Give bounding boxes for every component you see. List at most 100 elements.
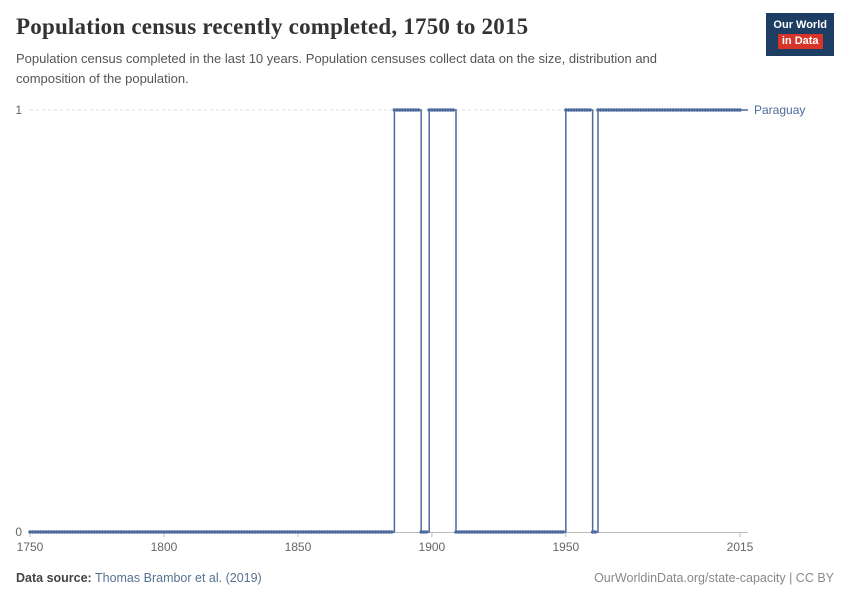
data-point [499, 530, 504, 534]
data-point [376, 530, 381, 534]
data-point [266, 530, 271, 534]
data-point [373, 530, 378, 534]
data-point [261, 530, 265, 534]
data-point [231, 530, 236, 534]
data-point [698, 108, 702, 112]
data-point [119, 530, 123, 534]
data-point [427, 108, 431, 112]
data-point [665, 108, 670, 112]
data-point [403, 108, 407, 112]
data-point [122, 530, 126, 534]
data-point [735, 108, 740, 112]
data-point [194, 530, 198, 534]
data-point [213, 530, 217, 534]
data-point [365, 530, 370, 534]
x-tick-label: 1850 [285, 540, 312, 554]
data-point [218, 530, 222, 534]
footer-credit-link[interactable]: OurWorldinData.org/state-capacity | CC B… [594, 571, 834, 585]
data-point [593, 530, 598, 534]
data-point [242, 530, 247, 534]
data-point [550, 530, 555, 534]
data-point [631, 108, 635, 112]
data-point [140, 530, 145, 534]
data-point [438, 108, 442, 112]
data-point [234, 530, 239, 534]
data-point [381, 530, 386, 534]
y-tick-label: 0 [15, 525, 22, 539]
data-point [644, 108, 648, 112]
data-point [52, 530, 56, 534]
data-point [167, 530, 172, 534]
data-point [515, 530, 520, 534]
data-point [467, 530, 472, 534]
data-point [130, 530, 134, 534]
data-point [582, 108, 587, 112]
data-source: Data source: Thomas Brambor et al. (2019… [16, 571, 262, 585]
data-point [478, 530, 482, 534]
data-point [676, 108, 681, 112]
data-point [159, 530, 163, 534]
data-point [502, 530, 506, 534]
data-point [328, 530, 332, 534]
data-point [636, 108, 640, 112]
data-point [178, 530, 182, 534]
data-point [633, 108, 638, 112]
page-title: Population census recently completed, 17… [16, 14, 529, 39]
data-point [690, 108, 694, 112]
data-source-link[interactable]: Thomas Brambor et al. (2019) [94, 571, 262, 585]
data-point [124, 530, 129, 534]
data-point [657, 108, 662, 112]
data-point [65, 530, 70, 534]
data-point [111, 530, 115, 534]
data-point [510, 530, 514, 534]
data-point [76, 530, 80, 534]
data-point [341, 530, 346, 534]
data-point [663, 108, 667, 112]
data-point [47, 530, 51, 534]
data-point [687, 108, 691, 112]
x-tick-label: 1900 [419, 540, 446, 554]
data-point [33, 530, 38, 534]
series-label-paraguay[interactable]: Paraguay [754, 103, 805, 117]
data-point [473, 530, 477, 534]
data-point [323, 530, 327, 534]
data-point [542, 530, 547, 534]
series-line-paraguay [30, 109, 748, 533]
data-point [392, 108, 397, 112]
data-point [545, 530, 549, 534]
data-point [81, 530, 86, 534]
data-point [264, 530, 268, 534]
data-point [732, 108, 737, 112]
data-source-label: Data source: [16, 571, 92, 585]
data-point [724, 108, 729, 112]
data-point [596, 108, 600, 112]
data-point [609, 108, 614, 112]
data-point [237, 530, 241, 534]
data-point [146, 530, 150, 534]
data-point [639, 108, 643, 112]
data-point [55, 530, 59, 534]
data-point [239, 530, 244, 534]
data-point [671, 108, 675, 112]
data-point [298, 530, 303, 534]
data-point [151, 530, 155, 534]
data-point [706, 108, 710, 112]
data-point [349, 530, 354, 534]
data-point [730, 108, 734, 112]
data-point [306, 530, 311, 534]
data-point [170, 530, 174, 534]
chart-canvas: 0 1 1750 1800 1850 1900 1950 2015 Paraguay [15, 103, 805, 554]
page-subtitle: Population census completed in the last … [16, 51, 658, 86]
data-point [97, 530, 102, 534]
data-point [700, 108, 705, 112]
data-point [526, 530, 531, 534]
data-point [655, 108, 659, 112]
data-point [317, 530, 322, 534]
data-point [534, 530, 539, 534]
data-point [28, 530, 32, 534]
data-point [623, 108, 627, 112]
data-point [183, 530, 188, 534]
data-point [521, 530, 525, 534]
data-point [574, 108, 579, 112]
